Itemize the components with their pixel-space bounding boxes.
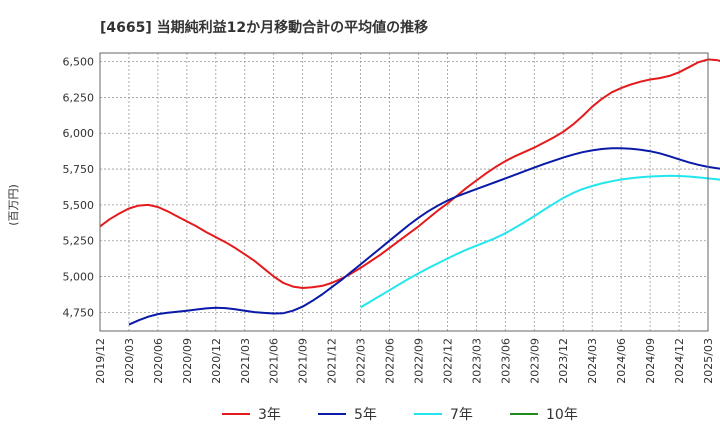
x-tick-label: 2024/09 xyxy=(644,338,657,384)
series-line-2 xyxy=(128,147,720,326)
x-tick-label: 2020/09 xyxy=(181,338,194,384)
x-tick-label: 2021/06 xyxy=(268,338,281,384)
x-tick-label: 2022/09 xyxy=(412,338,425,384)
series-line-3 xyxy=(360,174,720,309)
series-line-1 xyxy=(99,58,720,289)
legend-label-1: 3年 xyxy=(258,407,281,423)
y-tick-label: 5,500 xyxy=(63,199,95,212)
chart-title: [4665] 当期純利益12か月移動合計の平均値の推移 xyxy=(100,19,428,36)
x-tick-label: 2019/12 xyxy=(94,338,107,384)
x-tick-label: 2021/03 xyxy=(239,338,252,384)
x-tick-label: 2024/06 xyxy=(615,338,628,384)
x-tick-label: 2023/03 xyxy=(470,338,483,384)
y-tick-label: 5,000 xyxy=(63,271,95,284)
legend-label-2: 5年 xyxy=(354,407,377,423)
y-tick-label: 6,250 xyxy=(63,91,95,104)
gridlines xyxy=(99,53,709,331)
y-tick-label: 5,250 xyxy=(63,235,95,248)
y-tick-label: 6,500 xyxy=(63,56,95,69)
x-tick-label: 2024/03 xyxy=(586,338,599,384)
legend-label-3: 7年 xyxy=(450,407,473,423)
y-tick-label: 6,000 xyxy=(63,127,95,140)
x-tick-label: 2021/12 xyxy=(326,338,339,384)
series-lines xyxy=(99,58,720,326)
y-axis-label: (百万円) xyxy=(7,184,20,226)
legend: 3年 5年 7年 10年 xyxy=(222,407,578,423)
x-tick-label: 2021/09 xyxy=(297,338,310,384)
x-tick-label: 2023/06 xyxy=(499,338,512,384)
x-tick-label: 2020/06 xyxy=(152,338,165,384)
y-tick-label: 5,750 xyxy=(63,163,95,176)
x-tick-label: 2023/12 xyxy=(557,338,570,384)
x-tick-label: 2022/03 xyxy=(355,338,368,384)
plot-frame xyxy=(99,52,709,332)
x-tick-label: 2022/12 xyxy=(441,338,454,384)
x-tick-label: 2025/03 xyxy=(702,338,715,384)
legend-label-4: 10年 xyxy=(546,407,578,423)
x-tick-label: 2024/12 xyxy=(673,338,686,384)
y-tick-label: 4,750 xyxy=(63,306,95,319)
x-tick-label: 2020/12 xyxy=(210,338,223,384)
x-axis-ticks: 2019/12 2020/03 2020/06 2020/09 2020/12 2021/… xyxy=(94,338,715,384)
y-axis-ticks: 4,750 5,000 5,250 5,500 5,750 6,000 6,250 6,500 xyxy=(63,56,95,320)
x-tick-label: 2020/03 xyxy=(123,338,136,384)
x-tick-label: 2023/09 xyxy=(528,338,541,384)
x-tick-label: 2022/06 xyxy=(384,338,397,384)
